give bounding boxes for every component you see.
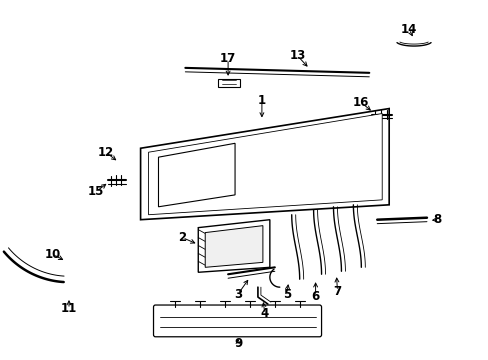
Text: 11: 11 bbox=[61, 302, 77, 315]
Text: 5: 5 bbox=[282, 288, 290, 301]
Text: 9: 9 bbox=[233, 337, 242, 350]
Bar bbox=[218, 79, 240, 87]
Text: 2: 2 bbox=[178, 231, 186, 244]
Text: 1: 1 bbox=[257, 94, 265, 107]
Text: 4: 4 bbox=[260, 307, 268, 320]
FancyBboxPatch shape bbox=[153, 305, 321, 337]
Polygon shape bbox=[158, 143, 235, 207]
Text: 13: 13 bbox=[289, 49, 305, 63]
Polygon shape bbox=[148, 113, 382, 215]
Polygon shape bbox=[198, 220, 269, 272]
Polygon shape bbox=[141, 109, 388, 220]
Text: 14: 14 bbox=[400, 23, 416, 36]
Text: 15: 15 bbox=[87, 185, 104, 198]
Polygon shape bbox=[205, 226, 263, 267]
Text: 12: 12 bbox=[98, 146, 114, 159]
Text: 6: 6 bbox=[311, 289, 319, 303]
Text: 16: 16 bbox=[352, 96, 369, 109]
Text: 8: 8 bbox=[432, 213, 440, 226]
Text: 10: 10 bbox=[45, 248, 61, 261]
Text: 17: 17 bbox=[220, 53, 236, 66]
Text: 3: 3 bbox=[233, 288, 242, 301]
Text: 7: 7 bbox=[333, 285, 341, 298]
